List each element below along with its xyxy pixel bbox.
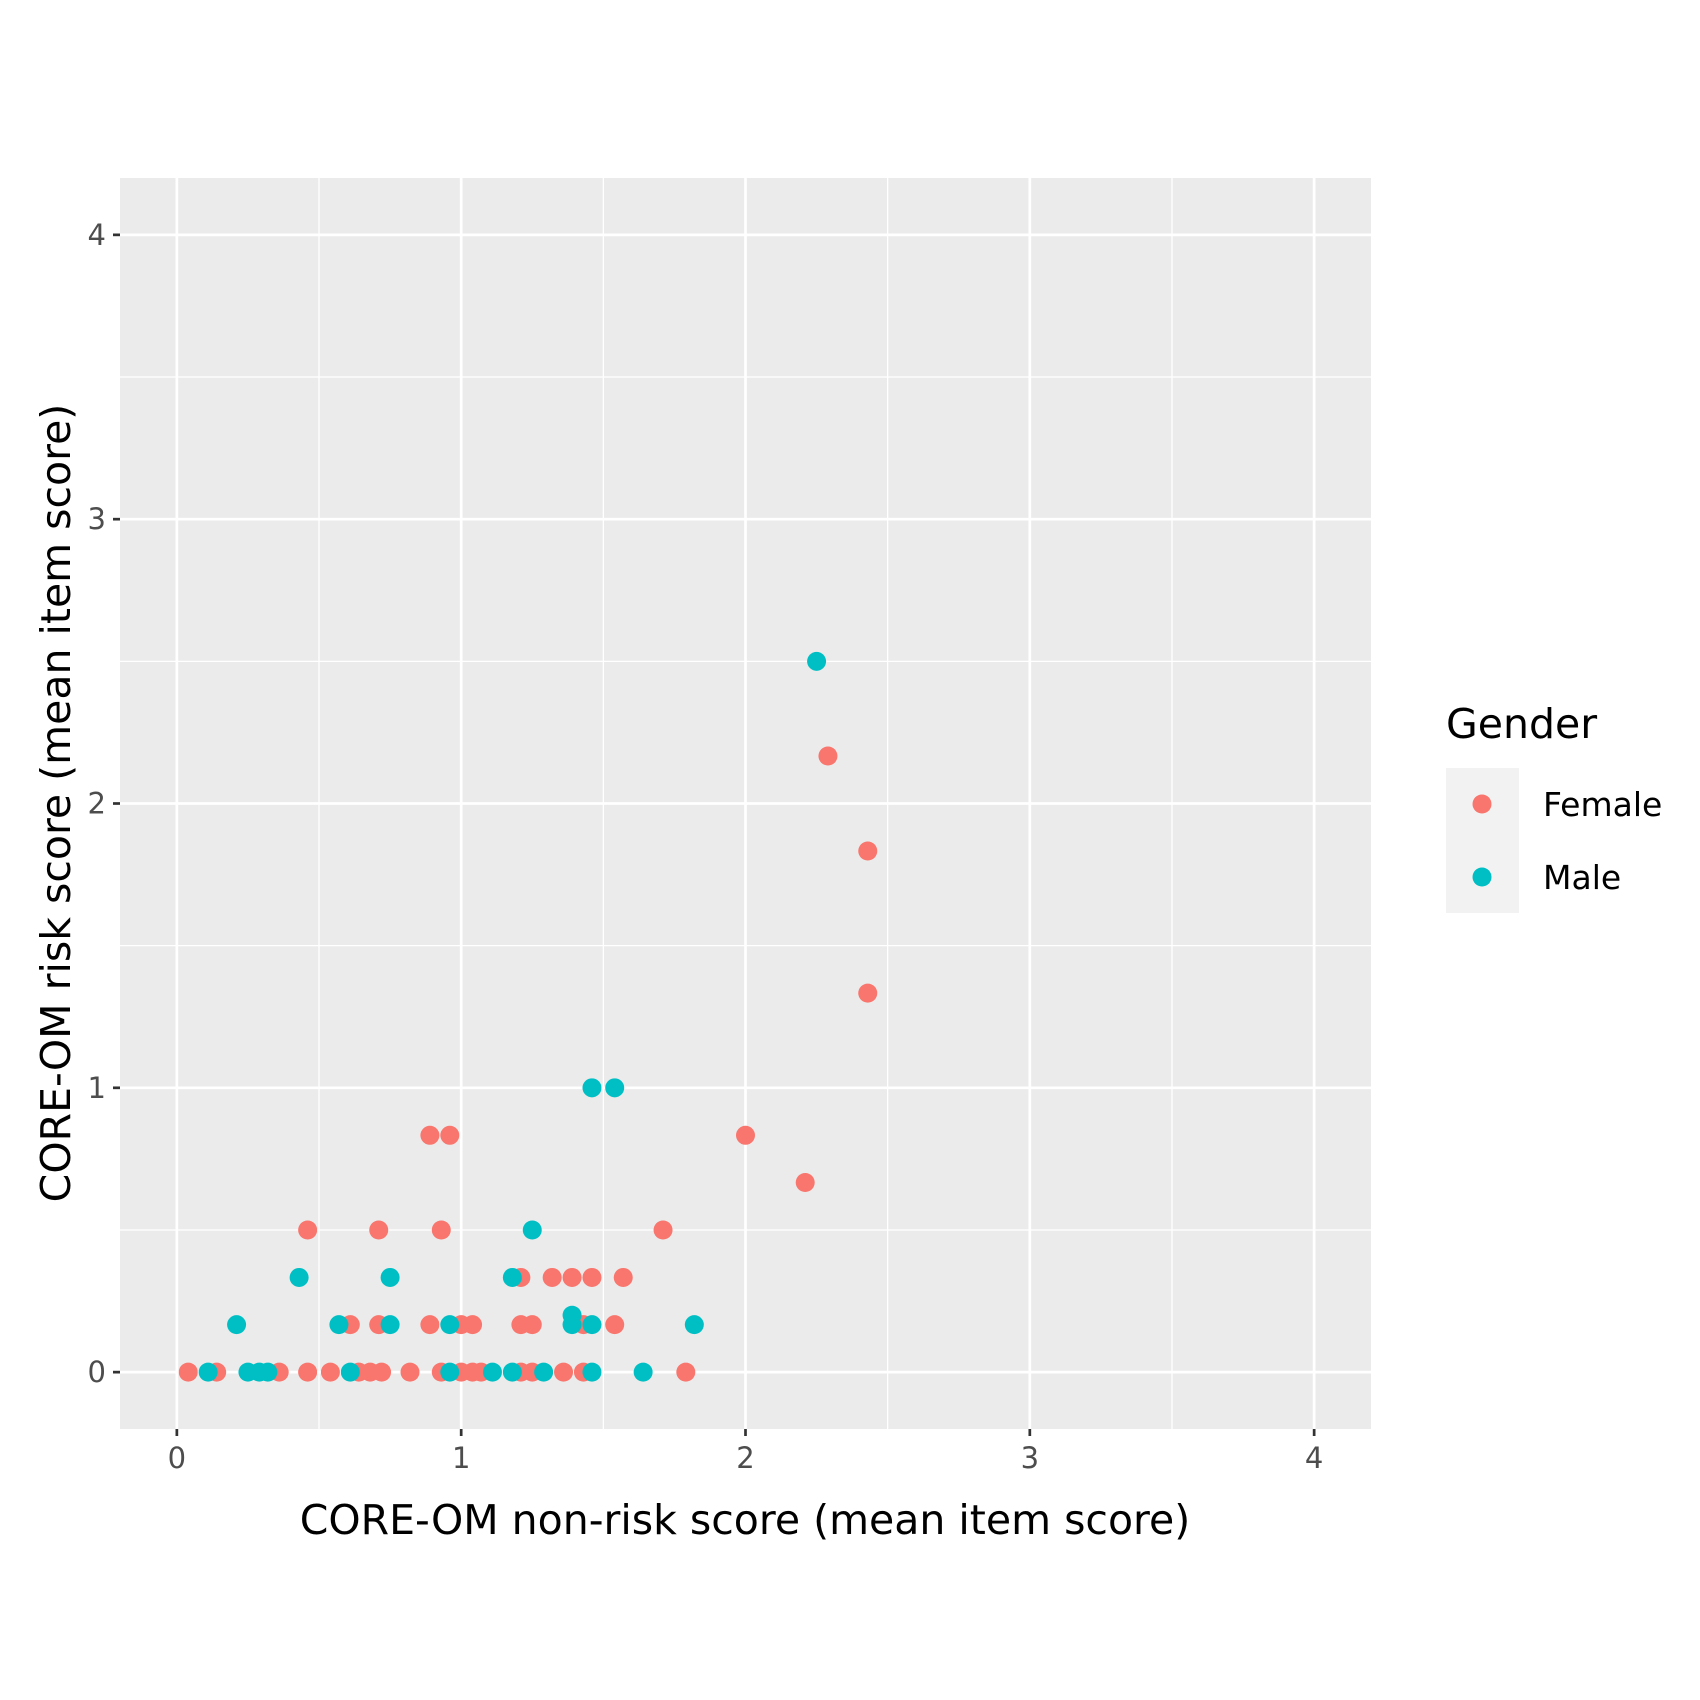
legend-title: Gender <box>1446 700 1597 748</box>
data-point-male <box>198 1362 218 1382</box>
data-point-male <box>807 651 827 671</box>
axes: 0 1 2 3 4 0 1 2 3 4 <box>88 218 1324 1475</box>
data-point-female <box>542 1267 562 1287</box>
data-point-female <box>613 1267 633 1287</box>
data-point-female <box>369 1220 389 1240</box>
data-point-female <box>582 1267 602 1287</box>
data-point-female <box>372 1362 392 1382</box>
y-tick-label: 0 <box>88 1355 106 1389</box>
x-tick-label: 3 <box>1021 1441 1039 1475</box>
y-axis-title: CORE-OM risk score (mean item score) <box>32 404 80 1203</box>
y-tick-label: 1 <box>88 1071 106 1105</box>
series-male <box>198 651 827 1382</box>
data-point-female <box>463 1315 483 1335</box>
data-point-male <box>502 1362 522 1382</box>
data-point-male <box>440 1315 460 1335</box>
data-point-male <box>380 1315 400 1335</box>
y-tick-label: 2 <box>88 787 106 821</box>
y-tick-label: 4 <box>88 218 106 252</box>
data-point-male <box>582 1078 602 1098</box>
data-point-male <box>502 1267 522 1287</box>
data-point-female <box>178 1362 198 1382</box>
data-point-male <box>534 1362 554 1382</box>
legend: Gender Female Male <box>1446 700 1662 913</box>
data-point-female <box>676 1362 696 1382</box>
data-point-male <box>633 1362 653 1382</box>
data-point-male <box>582 1362 602 1382</box>
data-point-female <box>400 1362 420 1382</box>
x-tick-label: 2 <box>736 1441 754 1475</box>
data-point-female <box>420 1315 440 1335</box>
data-point-female <box>562 1267 582 1287</box>
data-point-male <box>227 1315 247 1335</box>
data-point-female <box>298 1362 318 1382</box>
data-point-male <box>329 1315 349 1335</box>
data-point-female <box>795 1172 815 1192</box>
data-point-male <box>582 1315 602 1335</box>
legend-label-male: Male <box>1543 858 1621 897</box>
legend-key-male <box>1472 867 1492 887</box>
data-point-female <box>431 1220 451 1240</box>
data-point-male <box>522 1220 542 1240</box>
data-point-male <box>380 1267 400 1287</box>
data-point-female <box>320 1362 340 1382</box>
data-point-male <box>482 1362 502 1382</box>
data-point-female <box>858 983 878 1003</box>
data-point-female <box>554 1362 574 1382</box>
data-point-male <box>289 1267 309 1287</box>
legend-key-female <box>1472 794 1492 814</box>
data-point-male <box>684 1315 704 1335</box>
data-point-female <box>653 1220 673 1240</box>
data-point-female <box>858 841 878 861</box>
x-tick-label: 1 <box>452 1441 470 1475</box>
data-point-male <box>605 1078 625 1098</box>
data-point-female <box>420 1125 440 1145</box>
data-point-female <box>818 746 838 766</box>
data-point-female <box>298 1220 318 1240</box>
x-axis-title: CORE-OM non-risk score (mean item score) <box>300 1496 1190 1544</box>
legend-label-female: Female <box>1543 785 1662 824</box>
data-point-female <box>736 1125 755 1145</box>
x-tick-label: 4 <box>1305 1441 1323 1475</box>
data-point-female <box>605 1315 625 1335</box>
y-tick-label: 3 <box>88 502 106 536</box>
legend-key-background <box>1446 768 1519 913</box>
data-point-female <box>522 1315 542 1335</box>
data-point-male <box>258 1362 278 1382</box>
grid-lines <box>120 178 1371 1429</box>
x-tick-label: 0 <box>168 1441 186 1475</box>
data-point-male <box>440 1362 460 1382</box>
data-point-male <box>562 1305 582 1325</box>
data-points <box>178 651 878 1382</box>
data-point-female <box>440 1125 460 1145</box>
data-point-male <box>340 1362 360 1382</box>
